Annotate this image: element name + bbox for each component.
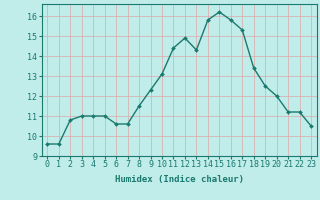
X-axis label: Humidex (Indice chaleur): Humidex (Indice chaleur)	[115, 175, 244, 184]
